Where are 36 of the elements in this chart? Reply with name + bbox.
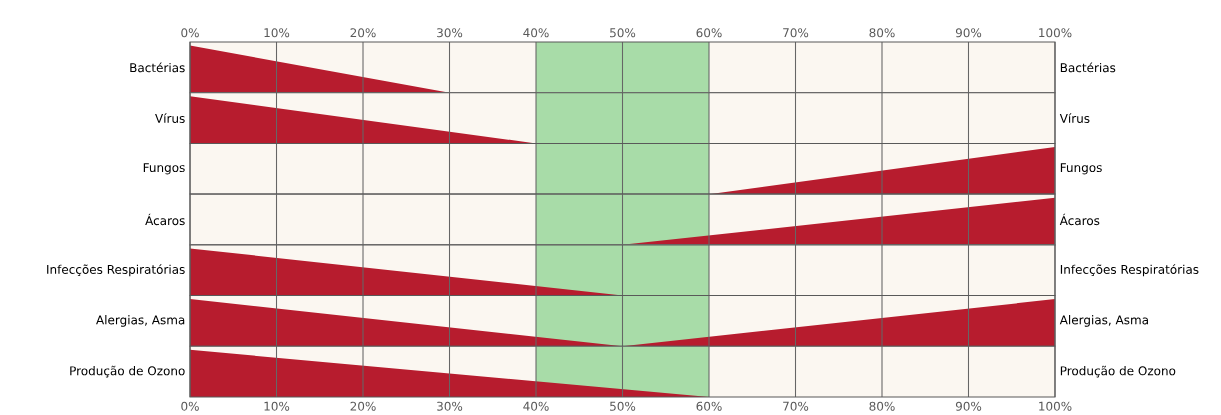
y-axis-title: Vírus xyxy=(155,113,185,123)
y-axis-title: Bactérias xyxy=(130,62,185,73)
y-axis-title: Alergias, Asma xyxy=(96,315,185,327)
x-tick-label: 30% xyxy=(437,401,463,411)
x-tick-label: 20% xyxy=(350,401,376,411)
y2-axis-title: Vírus xyxy=(1059,113,1090,123)
y-axis-title: Produção de Ozono xyxy=(70,365,185,378)
x-tick-label: 60% xyxy=(696,28,722,38)
y2-axis-title: Bactérias xyxy=(1060,62,1116,73)
x-tick-label: 40% xyxy=(523,28,549,38)
x-tick-label: 0% xyxy=(181,401,199,411)
x-tick-label: 80% xyxy=(869,28,895,38)
x-tick-label: 10% xyxy=(264,401,290,411)
y2-axis-title: Infecções Respiratórias xyxy=(1060,264,1199,277)
x-tick-label: 50% xyxy=(610,28,636,38)
x-tick-label: 90% xyxy=(955,28,982,38)
y-axis-title: Infecções Respiratórias xyxy=(47,264,185,277)
x-tick-label: 20% xyxy=(350,28,376,38)
x-tick-label: 100% xyxy=(1039,401,1072,411)
y2-axis-title: Ácaros xyxy=(1059,213,1100,226)
x-tick-label: 70% xyxy=(783,401,809,411)
y2-axis-title: Fungos xyxy=(1060,163,1102,175)
x-tick-label: 80% xyxy=(869,401,895,411)
x-tick-label: 100% xyxy=(1039,28,1072,38)
y-axis-title: Fungos xyxy=(143,163,185,175)
y2-axis-title: Alergias, Asma xyxy=(1059,315,1148,327)
y2-axis-title: Produção de Ozono xyxy=(1060,365,1176,378)
x-tick-label: 70% xyxy=(783,28,809,38)
y-axis-title: Ácaros xyxy=(145,213,185,226)
x-tick-label: 90% xyxy=(955,401,982,411)
x-tick-label: 50% xyxy=(610,401,636,411)
x-tick-label: 0% xyxy=(181,28,199,38)
x-tick-label: 30% xyxy=(437,28,463,38)
x-tick-label: 10% xyxy=(264,28,290,38)
x-tick-label: 40% xyxy=(523,401,549,411)
x-tick-label: 60% xyxy=(696,401,722,411)
